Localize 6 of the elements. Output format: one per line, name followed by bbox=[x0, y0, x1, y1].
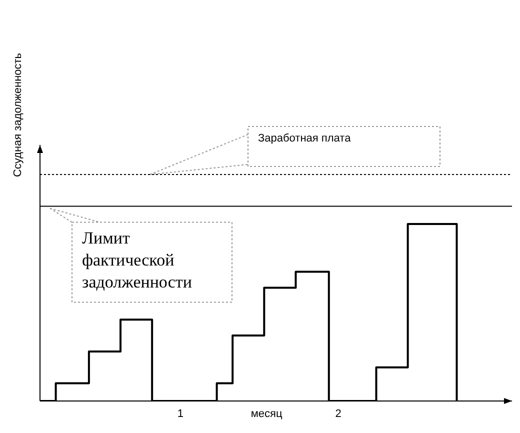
x-tick-label: 2 bbox=[335, 408, 342, 420]
ref-line-label: Заработная плата bbox=[258, 132, 352, 144]
y-axis-title: Ссудная задолженность bbox=[12, 52, 24, 178]
ref-line-label: Лимит фактической задолженности bbox=[82, 228, 192, 292]
x-tick-label: 1 bbox=[177, 408, 184, 420]
x-axis-title: месяц bbox=[250, 408, 283, 420]
